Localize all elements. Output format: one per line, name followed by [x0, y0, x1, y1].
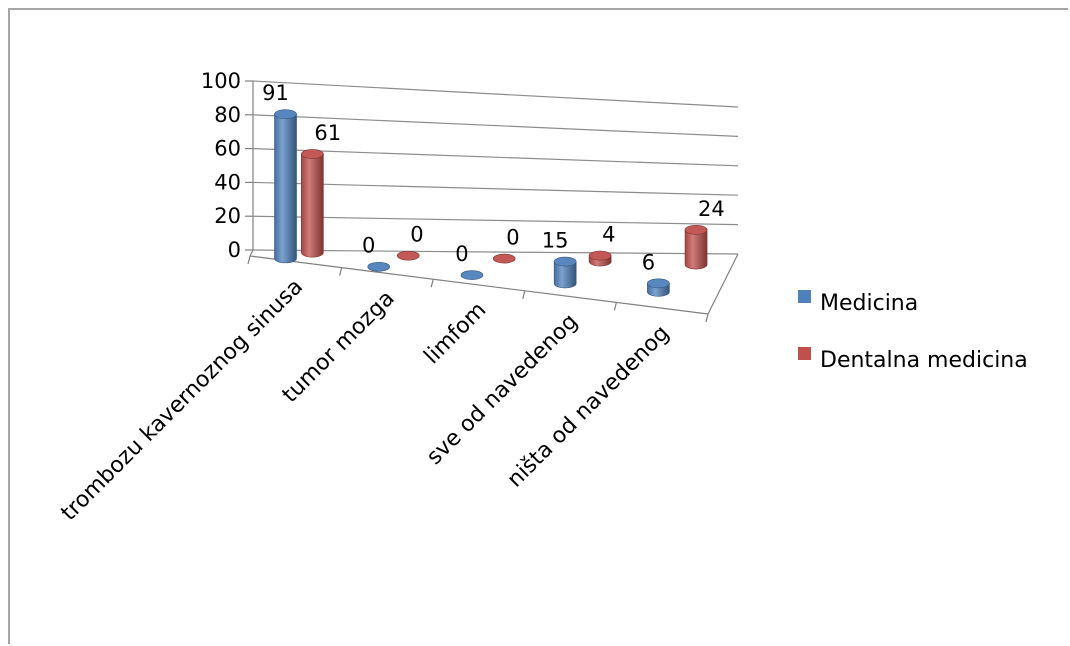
gridline	[252, 215, 739, 226]
right-floor-edge	[707, 253, 739, 315]
legend-label-medicina: Medicina	[820, 291, 918, 316]
gridlines	[252, 80, 739, 255]
bar-dentalna-medicina-0	[301, 149, 324, 258]
legend-swatch-dentalna-medicina	[798, 347, 811, 360]
y-tick-label: 0	[228, 238, 241, 262]
data-labels: 61 0 0 4 24 91 0 0 15 6	[262, 81, 725, 274]
bar-body	[684, 229, 708, 270]
bar-top	[367, 261, 391, 272]
legend: Medicina Dentalna medicina	[798, 290, 1028, 373]
chart-walls	[249, 81, 739, 315]
bar-top	[492, 253, 516, 264]
gridline	[252, 181, 739, 196]
bar-top	[460, 270, 484, 280]
bar-dentalna-medicina-1	[396, 250, 420, 261]
y-tick-label: 80	[214, 103, 241, 127]
data-label: 4	[602, 223, 615, 247]
gridline	[252, 80, 739, 108]
bar-dentalna-medicina-3	[588, 250, 612, 267]
bar-top	[588, 250, 612, 261]
category-label: trombozu kavernoznog sinusa	[56, 274, 308, 526]
y-tick-label: 40	[214, 170, 241, 194]
gridline	[252, 114, 739, 137]
x-tick-mark	[522, 290, 526, 299]
x-axis-ticks	[247, 255, 709, 323]
bar-medicina-2	[460, 270, 484, 280]
data-label: 91	[262, 81, 289, 105]
x-tick-mark	[430, 279, 434, 288]
y-tick-label: 60	[214, 137, 241, 161]
data-label: 0	[362, 234, 375, 258]
bar-body	[274, 113, 297, 264]
bar-top	[301, 149, 324, 159]
x-tick-mark	[705, 313, 709, 323]
y-axis-ticks: 0 20 40 60 80 100	[201, 69, 253, 262]
legend-label-dentalna-medicina: Dentalna medicina	[820, 348, 1028, 373]
gridline	[252, 249, 739, 255]
bar-top	[684, 224, 708, 235]
bar-top	[274, 109, 297, 119]
bar-body	[301, 153, 324, 258]
legend-swatch-medicina	[798, 290, 811, 303]
bar-dentalna-medicina-2	[492, 253, 516, 264]
bar-top	[647, 278, 670, 289]
y-tick-label: 20	[214, 204, 241, 228]
bar-medicina-1	[367, 261, 391, 272]
chart-frame	[8, 8, 1068, 644]
bars	[274, 109, 708, 297]
y-tick-label: 100	[201, 69, 241, 93]
data-label: 15	[542, 229, 569, 253]
side-floor-edge	[249, 249, 254, 257]
bar-body	[553, 261, 577, 289]
data-label: 24	[698, 197, 725, 221]
data-label: 0	[455, 242, 468, 266]
category-label: tumor mozga	[278, 286, 400, 408]
x-tick-mark	[613, 302, 617, 311]
bar-top	[396, 250, 420, 261]
bar-top	[553, 256, 577, 267]
data-label: 6	[642, 250, 655, 274]
gridline	[252, 148, 739, 167]
data-label: 0	[506, 226, 519, 250]
data-label: 0	[410, 223, 423, 247]
x-tick-mark	[247, 255, 251, 265]
category-label: limfom	[420, 298, 492, 370]
x-axis-line	[249, 255, 709, 315]
x-tick-mark	[339, 267, 343, 276]
bar-medicina-3	[553, 256, 577, 289]
bar-dentalna-medicina-4	[684, 224, 708, 270]
bar-medicina-4	[647, 278, 670, 297]
bar-medicina-0	[274, 109, 297, 264]
data-label: 61	[314, 121, 341, 145]
